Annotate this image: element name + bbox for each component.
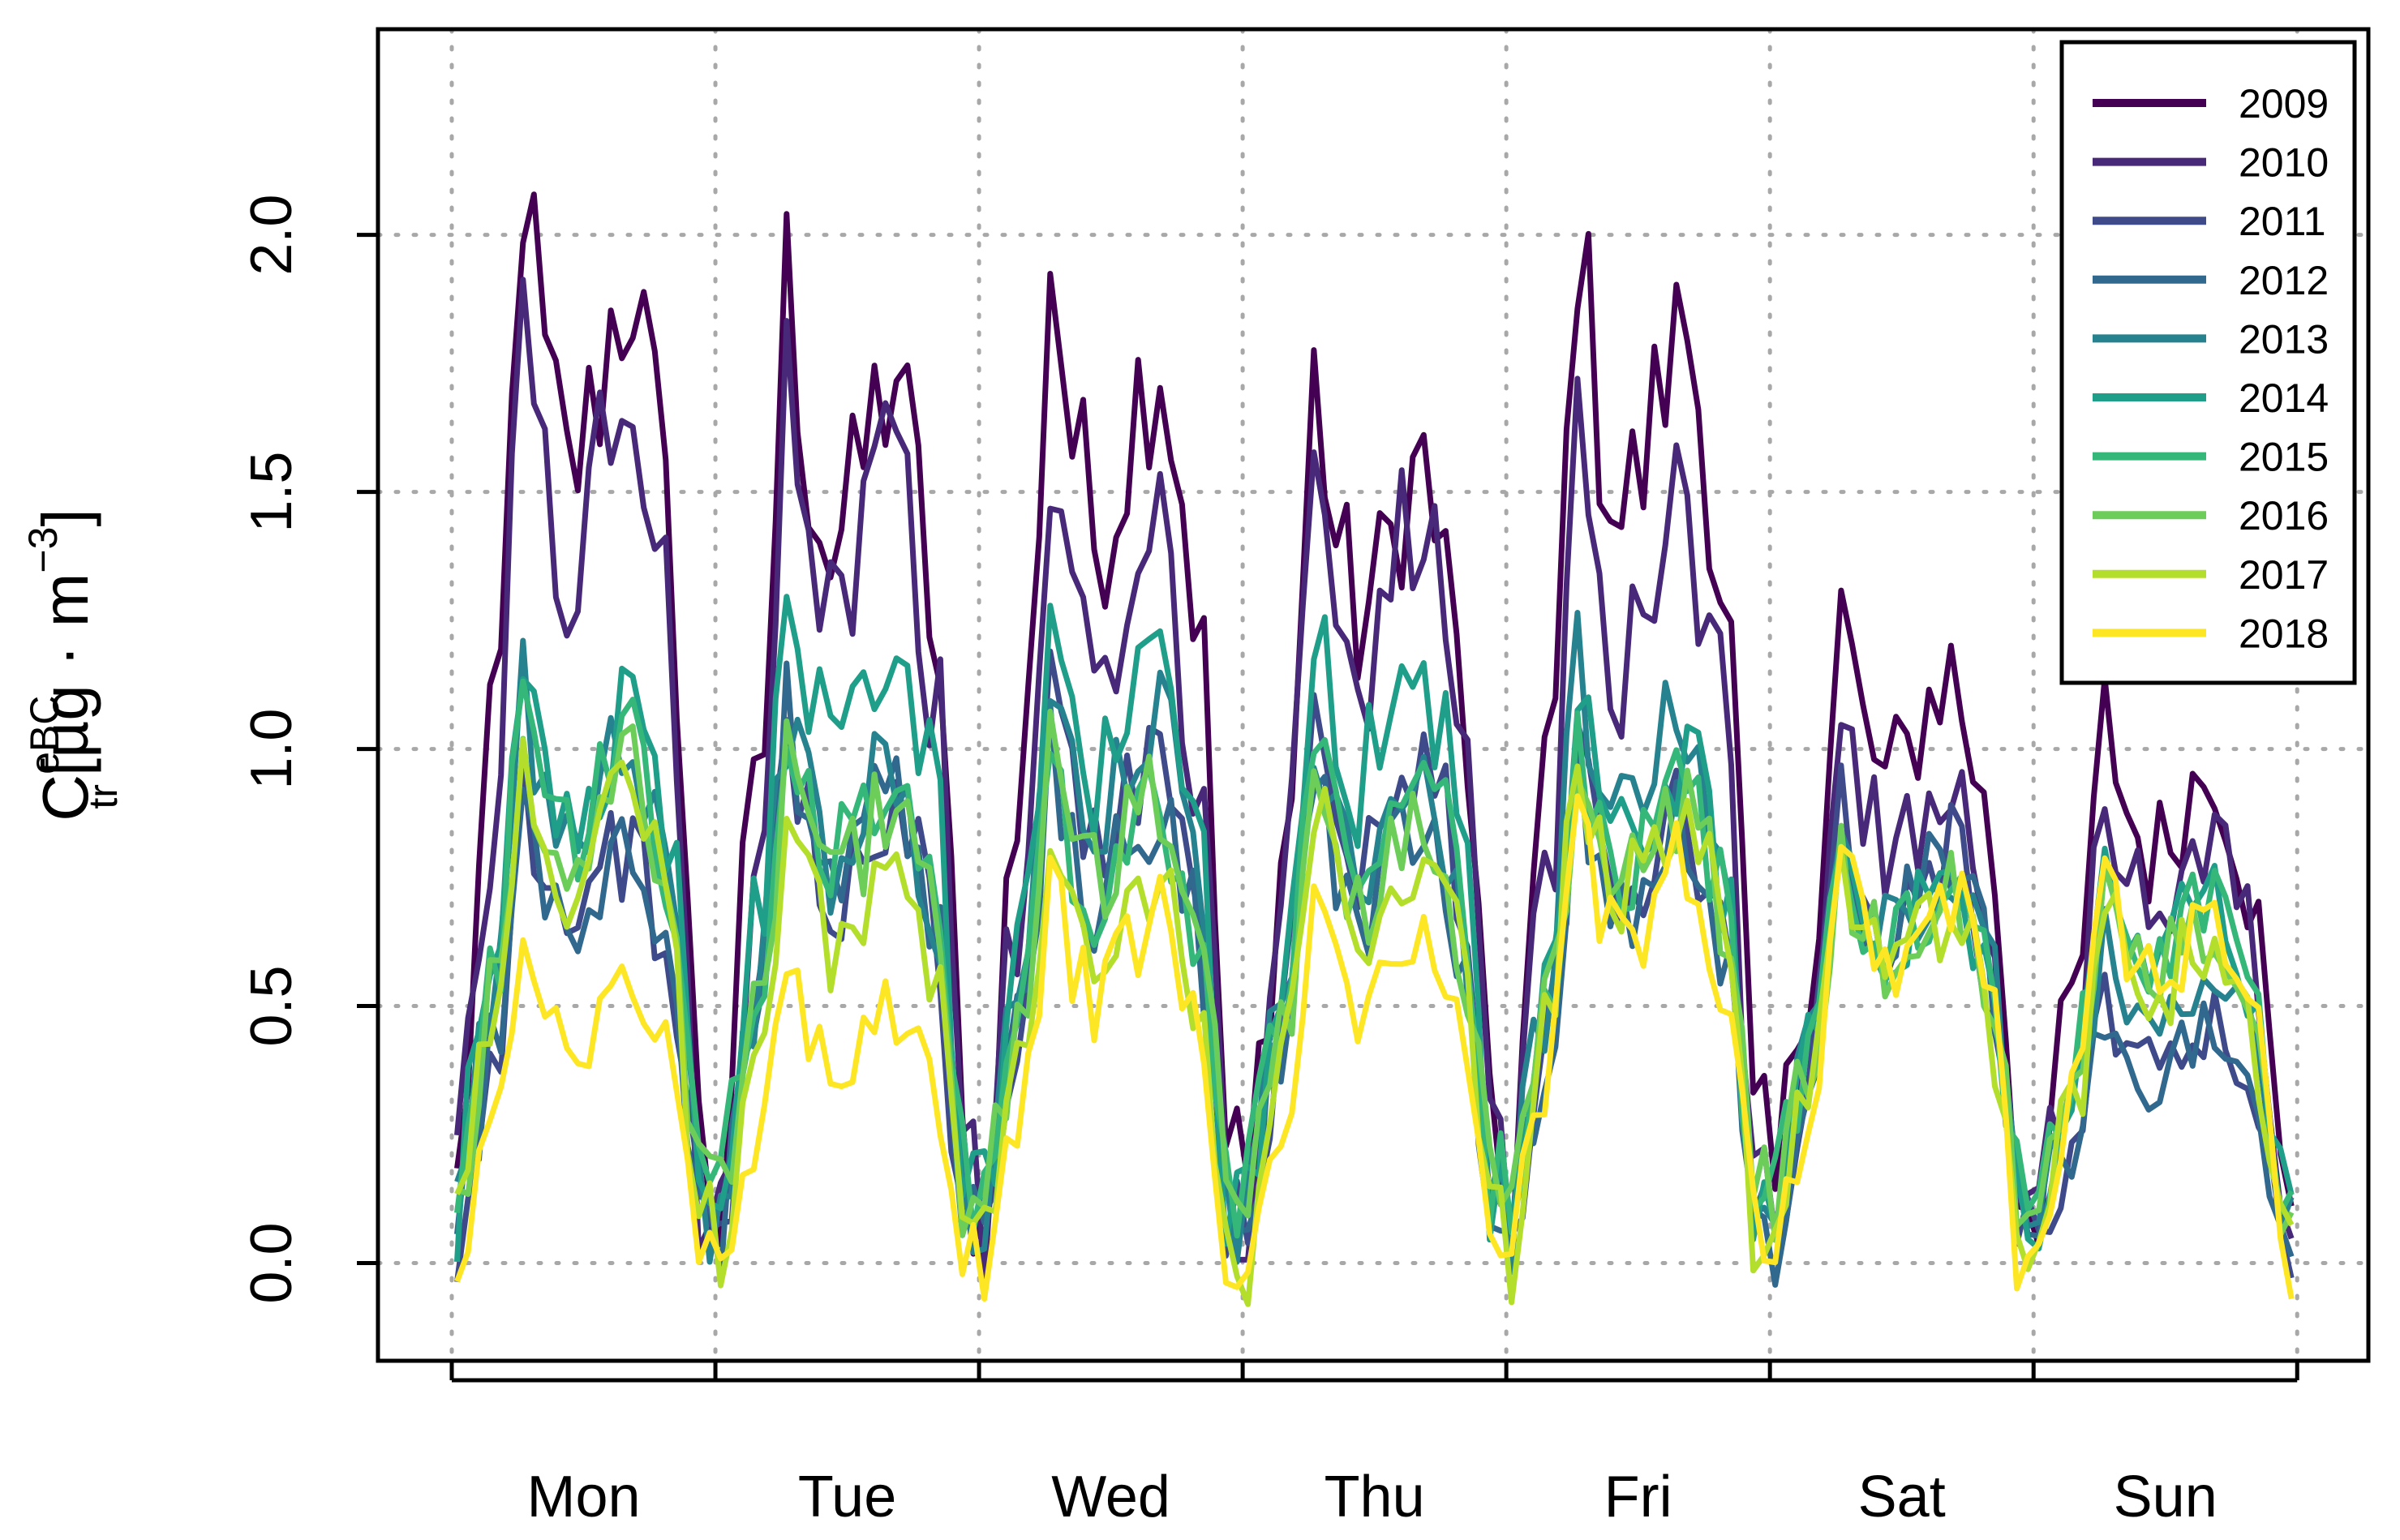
y-axis: 0.0 0.5 1.0 1.5 2.0 xyxy=(239,195,378,1304)
y-tick-label-4: 2.0 xyxy=(239,195,304,276)
legend-label-2016: 2016 xyxy=(2239,493,2329,538)
x-tick-label-fri: Fri xyxy=(1604,1465,1672,1529)
legend-label-2013: 2013 xyxy=(2239,316,2329,362)
series-line-2017 xyxy=(454,736,2295,1307)
x-tick-label-wed: Wed xyxy=(1051,1465,1170,1529)
x-tick-label-mon: Mon xyxy=(526,1465,640,1529)
x-axis: Mon Tue Wed Thu Fri Sat Sun xyxy=(449,1361,2299,1529)
y-tick-label-1: 0.5 xyxy=(239,966,304,1047)
legend-label-2015: 2015 xyxy=(2239,435,2329,480)
y-tick-label-2: 1.0 xyxy=(239,709,304,790)
series-line-2018 xyxy=(454,793,2295,1302)
x-tick-label-thu: Thu xyxy=(1325,1465,1425,1529)
legend-label-2012: 2012 xyxy=(2239,258,2329,303)
y-axis-title: CeBCtr[µg · m−3] xyxy=(20,508,126,821)
legend-label-2010: 2010 xyxy=(2239,140,2329,186)
legend-label-2017: 2017 xyxy=(2239,552,2329,598)
series-line-2009 xyxy=(454,191,2295,1268)
series-line-2015 xyxy=(454,678,2295,1239)
series-layer xyxy=(454,191,2295,1307)
y-tick-label-0: 0.0 xyxy=(239,1222,304,1303)
x-tick-label-sat: Sat xyxy=(1858,1465,1946,1529)
plot-frame xyxy=(376,27,2371,1363)
legend-label-2009: 2009 xyxy=(2239,81,2329,127)
x-tick-label-tue: Tue xyxy=(798,1465,896,1529)
legend-label-2014: 2014 xyxy=(2239,375,2329,421)
y-axis-label: CeBCtr[µg · m−3] xyxy=(20,508,126,821)
legend: 2009 2010 2011 2012 2013 2014 2015 2016 2017 2018 xyxy=(2059,40,2357,685)
legend-label-2011: 2011 xyxy=(2239,199,2326,244)
y-tick-label-3: 1.5 xyxy=(239,452,304,533)
x-tick-label-sun: Sun xyxy=(2114,1465,2218,1529)
legend-label-2018: 2018 xyxy=(2239,611,2329,656)
